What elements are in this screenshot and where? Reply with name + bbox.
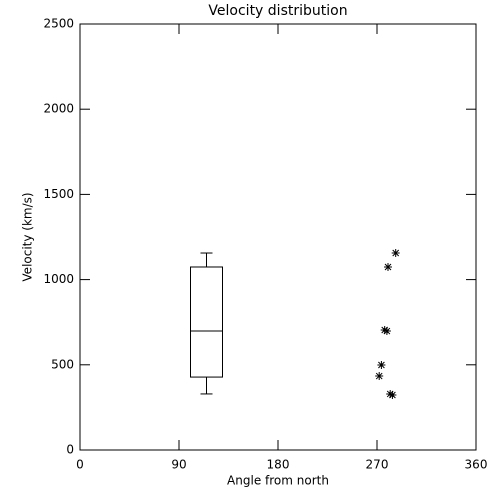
- asterisk-point: [386, 389, 395, 398]
- x-tick-label: 0: [76, 458, 84, 472]
- x-tick-label: 360: [465, 458, 488, 472]
- y-tick-label: 0: [66, 443, 74, 457]
- x-axis-label: Angle from north: [227, 474, 329, 488]
- x-tick-label: 270: [366, 458, 389, 472]
- asterisk-point: [388, 390, 397, 399]
- y-tick-label: 2000: [43, 102, 74, 116]
- asterisk-point: [384, 262, 392, 271]
- chart-title: Velocity distribution: [208, 3, 347, 19]
- asterisk-point: [375, 372, 384, 381]
- y-tick-label: 2500: [43, 17, 74, 31]
- asterisk-point: [382, 327, 391, 336]
- asterisk-point: [377, 360, 386, 369]
- x-tick-label: 90: [171, 458, 186, 472]
- asterisk-point: [391, 249, 400, 258]
- y-axis-label: Velocity (km/s): [21, 192, 35, 281]
- asterisk-point: [380, 326, 389, 335]
- y-tick-label: 500: [51, 357, 74, 371]
- y-tick-label: 1500: [43, 187, 74, 201]
- x-tick-label: 180: [267, 458, 290, 472]
- y-tick-label: 1000: [43, 272, 74, 286]
